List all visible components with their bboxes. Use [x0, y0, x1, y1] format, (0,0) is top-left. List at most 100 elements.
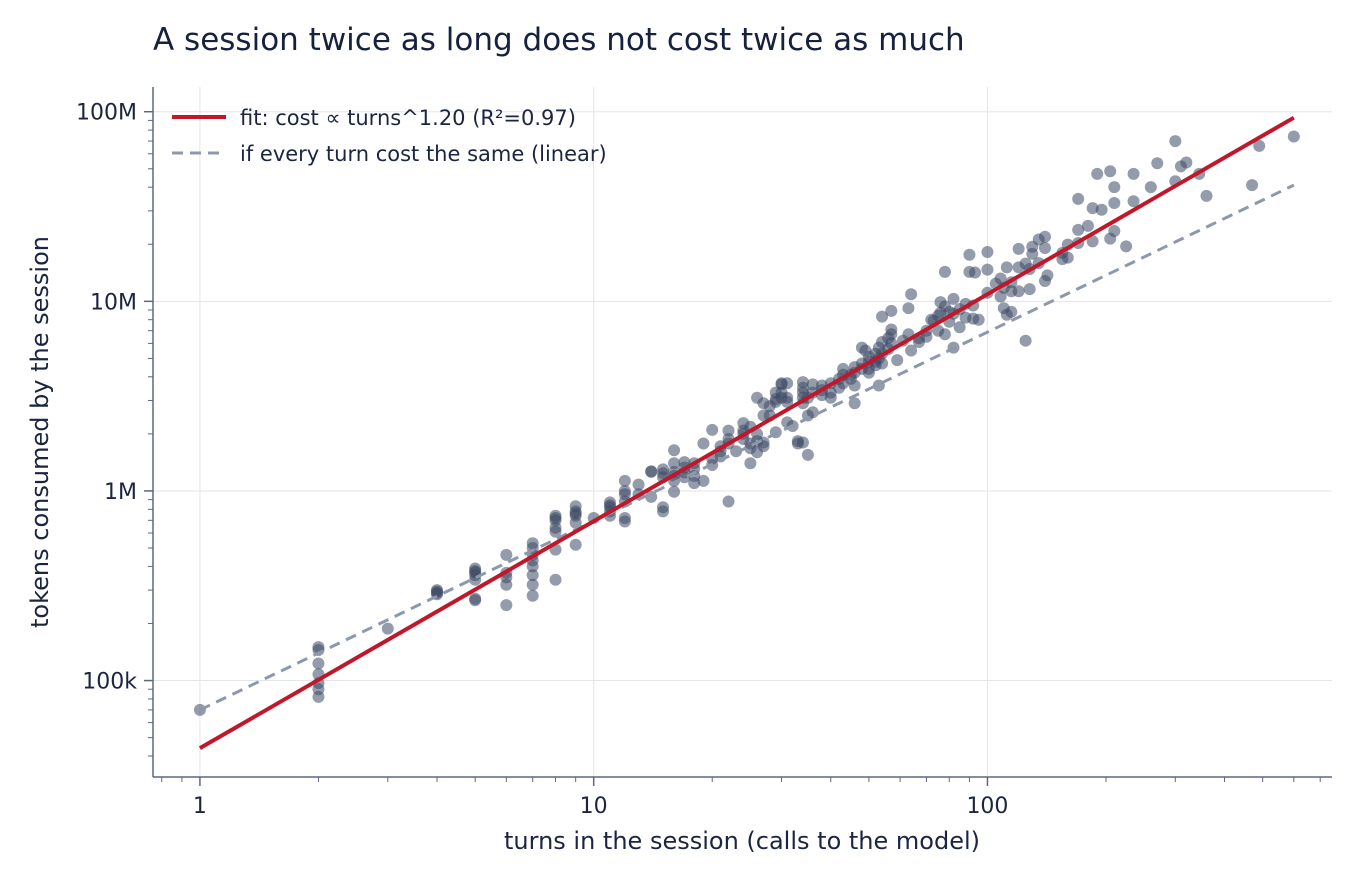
scatter-point — [657, 505, 670, 518]
grid — [153, 87, 1332, 777]
scatter-point — [1005, 305, 1018, 318]
scatter-point — [678, 471, 691, 484]
scatter-point — [1095, 203, 1108, 216]
scatter-point — [969, 266, 982, 279]
scatter-point — [1026, 247, 1039, 260]
scatter-point — [757, 440, 770, 453]
scatter-point — [953, 321, 966, 334]
scatter-point — [972, 313, 985, 326]
scatter-point — [500, 578, 513, 591]
scatter-point — [801, 448, 814, 461]
scatter-point — [1127, 195, 1140, 208]
scatter-point — [1086, 235, 1099, 248]
scatter-point — [312, 690, 325, 703]
scatter-point — [500, 548, 513, 561]
scatter-point — [697, 474, 710, 487]
y-tick-label: 10M — [90, 290, 137, 315]
scatter-point — [1144, 181, 1157, 194]
scatter-point — [668, 444, 681, 457]
scatter-point — [1091, 167, 1104, 180]
scatter-point — [963, 248, 976, 261]
scatter-point — [549, 573, 562, 586]
scatter-point — [891, 354, 904, 367]
x-tick-label: 10 — [580, 794, 608, 819]
y-axis-label: tokens consumed by the session — [26, 236, 54, 628]
scatter-point — [1104, 165, 1117, 178]
linear-reference-line — [199, 183, 1295, 712]
scatter-point — [668, 485, 681, 498]
scatter-point — [781, 395, 794, 408]
scatter-point — [697, 437, 710, 450]
y-tick-label: 100M — [76, 101, 137, 126]
scatter-point — [668, 457, 681, 470]
y-ticks: 100k 1M 10M 100M — [76, 101, 153, 695]
scatter-point — [1086, 202, 1099, 215]
scatter-point — [569, 516, 582, 529]
scatter-point — [1246, 179, 1259, 192]
scatter-point — [1038, 242, 1051, 255]
x-tick-label: 1 — [193, 794, 207, 819]
scatter-point — [905, 344, 918, 357]
scatter-point — [1012, 242, 1025, 255]
scatter-point — [1108, 197, 1121, 210]
scatter-point — [1038, 230, 1051, 243]
scatter-point — [1061, 251, 1074, 264]
scatter-point — [526, 560, 539, 573]
scatter-point — [1041, 269, 1054, 282]
scatter-point — [618, 515, 631, 528]
scatter-point — [1151, 157, 1164, 170]
scatter-point — [722, 495, 735, 508]
scatter-point — [938, 265, 951, 278]
scatter-point — [1012, 285, 1025, 298]
scatter-point — [902, 302, 915, 315]
scatter-point — [645, 465, 658, 478]
scatter-point — [1120, 240, 1133, 253]
scatter-point — [1127, 167, 1140, 180]
scatter-point — [781, 377, 794, 390]
scatter-point — [806, 406, 819, 419]
scatter-point — [981, 246, 994, 259]
scatter-point — [947, 292, 960, 305]
scatter-point — [706, 423, 719, 436]
legend: fit: cost ∝ turns^1.20 (R²=0.97) if ever… — [172, 106, 607, 166]
scatter-point — [569, 538, 582, 551]
scatter-point — [905, 288, 918, 301]
scatter-point — [312, 657, 325, 670]
scatter-point — [1000, 261, 1013, 274]
scatter-point — [876, 357, 889, 370]
scatter-point — [806, 378, 819, 391]
scatter-point — [885, 304, 898, 317]
scatter-point — [1023, 283, 1036, 296]
scatter-point — [1072, 223, 1085, 236]
scatter-point — [1287, 130, 1300, 143]
axes — [152, 87, 1332, 778]
scatter-point — [526, 589, 539, 602]
scatter-point — [526, 569, 539, 582]
scatter-points — [193, 130, 1300, 716]
scatter-point — [1108, 224, 1121, 237]
x-axis-label: turns in the session (calls to the model… — [504, 827, 980, 855]
scatter-point — [744, 457, 757, 470]
scatter-point — [994, 272, 1007, 285]
scatter-point — [1108, 181, 1121, 194]
scatter-point — [1081, 219, 1094, 232]
scatter-point — [526, 578, 539, 591]
scatter-point — [1072, 192, 1085, 205]
scatter-point — [1200, 189, 1213, 202]
scatter-point — [938, 328, 951, 341]
scatter-point — [920, 330, 933, 343]
legend-linear-label: if every turn cost the same (linear) — [240, 142, 607, 166]
x-ticks: 1 10 100 — [193, 777, 1008, 819]
scatter-point — [824, 391, 837, 404]
scatter-point — [796, 436, 809, 449]
x-tick-label: 100 — [966, 794, 1008, 819]
scatter-point — [848, 379, 861, 392]
scatter-point — [632, 478, 645, 491]
scatter-point — [500, 599, 513, 612]
scatter-point — [381, 622, 394, 635]
chart-title: A session twice as long does not cost tw… — [153, 22, 965, 58]
scatter-point — [469, 594, 482, 607]
scatter-point — [722, 424, 735, 437]
scatter-point — [1169, 135, 1182, 148]
scatter-point — [688, 477, 701, 490]
